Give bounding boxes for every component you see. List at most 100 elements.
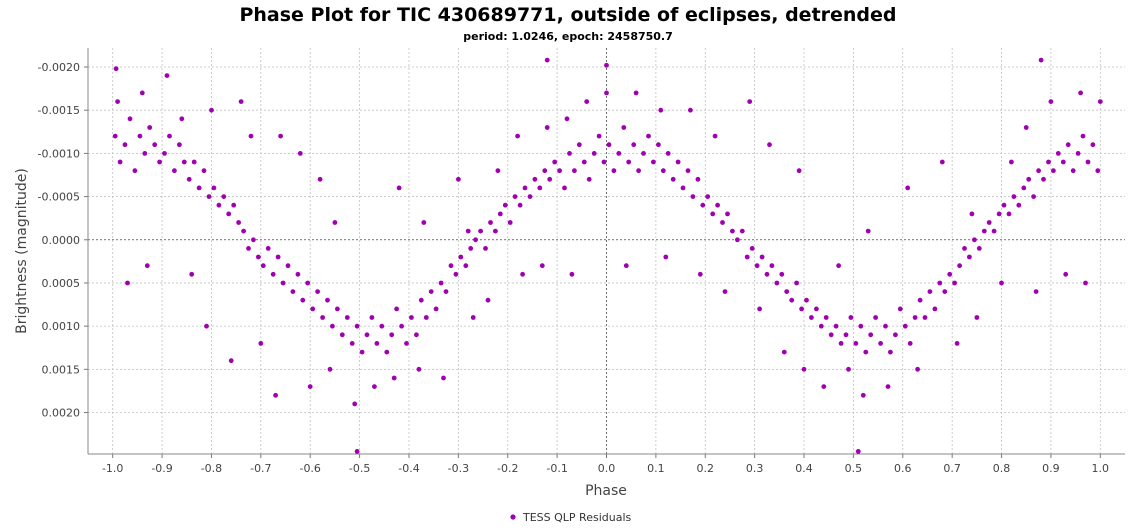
data-point	[581, 159, 587, 165]
data-point	[1046, 159, 1051, 165]
data-point	[801, 366, 807, 372]
data-point	[1038, 57, 1044, 63]
data-point	[527, 194, 533, 200]
data-point	[196, 185, 202, 191]
data-point	[557, 168, 562, 174]
data-point	[601, 159, 607, 165]
data-point	[821, 384, 827, 389]
x-tick-label: 0.6	[894, 462, 912, 475]
data-point	[623, 263, 629, 269]
data-point	[231, 202, 237, 208]
data-point	[112, 133, 118, 139]
data-point	[804, 297, 809, 303]
data-point	[591, 151, 597, 156]
data-point	[999, 280, 1004, 286]
data-point	[307, 384, 313, 389]
data-point	[122, 142, 128, 148]
data-point	[443, 289, 449, 294]
data-point	[485, 297, 491, 303]
data-point	[211, 185, 217, 191]
data-point	[658, 107, 664, 113]
data-point	[604, 62, 609, 68]
data-point	[572, 168, 577, 174]
data-point	[799, 306, 804, 312]
x-tick-label: -0.5	[349, 462, 370, 475]
data-point	[700, 202, 706, 208]
data-point	[626, 159, 632, 165]
data-point	[285, 263, 291, 269]
data-point	[297, 151, 303, 156]
data-point	[868, 332, 874, 338]
data-point	[695, 176, 701, 182]
data-point	[567, 151, 572, 156]
data-point	[127, 116, 133, 122]
data-point	[317, 176, 323, 182]
data-point	[665, 151, 671, 156]
data-point	[241, 228, 247, 234]
data-point	[779, 271, 785, 277]
data-point	[1065, 142, 1071, 148]
data-point	[747, 99, 753, 104]
data-point	[330, 323, 335, 329]
data-point	[177, 142, 182, 148]
data-point	[962, 246, 967, 251]
data-point	[715, 202, 720, 208]
data-point	[794, 280, 799, 286]
data-point	[359, 349, 365, 355]
x-tick-label: -0.6	[299, 462, 320, 475]
data-point	[441, 375, 446, 381]
data-point	[539, 263, 545, 269]
data-point	[633, 90, 639, 96]
data-point	[310, 306, 316, 312]
data-point	[972, 237, 977, 243]
data-point	[488, 220, 493, 225]
data-point	[1085, 159, 1091, 165]
legend: TESS QLP Residuals	[510, 511, 632, 524]
x-tick-label: 0.4	[795, 462, 813, 475]
data-point	[325, 297, 330, 303]
data-point	[1036, 168, 1041, 174]
data-point	[897, 306, 903, 312]
data-point	[372, 384, 377, 389]
data-point	[273, 392, 278, 398]
data-point	[680, 185, 686, 191]
data-point	[144, 263, 150, 269]
data-point	[1080, 133, 1086, 139]
data-point	[616, 151, 622, 156]
axes: -1.0 -0.9 -0.8 -0.7 -0.6 -0.5 -0.4 -0.3 -0.2 -0.1…	[38, 48, 1125, 475]
data-point	[1097, 99, 1103, 104]
x-tick-label: -0.9	[151, 462, 172, 475]
data-point	[246, 246, 251, 251]
data-point	[710, 211, 716, 217]
x-tick-label: -0.7	[250, 462, 271, 475]
y-axis-label: Brightness (magnitude)	[14, 168, 30, 334]
data-point	[912, 315, 918, 320]
data-point	[722, 289, 728, 294]
data-point	[932, 306, 938, 312]
data-point	[495, 168, 501, 174]
data-point	[453, 271, 459, 277]
data-point	[1055, 151, 1061, 156]
data-point	[828, 332, 834, 338]
data-point	[433, 306, 439, 312]
data-point	[902, 323, 908, 329]
data-point	[705, 194, 711, 200]
x-tick-label: 0.8	[993, 462, 1011, 475]
data-point	[853, 341, 859, 346]
data-point	[764, 271, 770, 277]
data-point	[349, 341, 355, 346]
data-point	[258, 341, 264, 346]
data-point	[670, 176, 676, 182]
data-point	[280, 280, 286, 286]
data-point	[883, 323, 888, 329]
data-point	[236, 220, 242, 225]
y-tick-label: -0.0015	[38, 104, 80, 117]
data-point	[1026, 176, 1032, 182]
data-point	[364, 332, 370, 338]
data-point	[142, 151, 148, 156]
data-point	[784, 289, 790, 294]
data-point	[969, 211, 975, 217]
data-point	[757, 306, 762, 312]
data-point	[576, 142, 582, 148]
data-point	[470, 315, 476, 320]
